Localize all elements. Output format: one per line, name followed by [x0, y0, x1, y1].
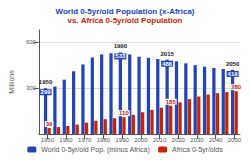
svg-text:280: 280	[231, 84, 242, 90]
svg-text:1960: 1960	[59, 137, 73, 143]
svg-text:Millions: Millions	[8, 70, 15, 94]
svg-text:185: 185	[166, 99, 177, 105]
svg-text:299: 299	[41, 89, 52, 95]
svg-text:1980: 1980	[97, 137, 111, 143]
svg-text:39: 39	[46, 121, 53, 127]
svg-text:2040: 2040	[209, 137, 223, 143]
svg-text:1950: 1950	[39, 79, 53, 85]
svg-text:World 0-5yr/old Pop. (minus Af: World 0-5yr/old Pop. (minus Africa)	[41, 146, 149, 154]
svg-text:2000: 2000	[134, 137, 148, 143]
svg-text:2015: 2015	[160, 51, 174, 57]
svg-text:2050: 2050	[228, 137, 242, 143]
svg-text:Africa 0-5yr/olds: Africa 0-5yr/olds	[172, 146, 223, 154]
svg-text:110: 110	[119, 110, 129, 116]
svg-text:486: 486	[162, 61, 173, 67]
svg-text:2020: 2020	[172, 137, 186, 143]
svg-text:300: 300	[26, 85, 37, 91]
svg-text:600: 600	[26, 39, 37, 45]
svg-text:2050: 2050	[226, 61, 240, 67]
svg-text:vs. Africa 0-5yr/old Populatio: vs. Africa 0-5yr/old Population	[68, 16, 183, 25]
svg-text:1990: 1990	[115, 137, 129, 143]
svg-text:2030: 2030	[190, 137, 204, 143]
svg-text:World 0-5yr/old Population (x-: World 0-5yr/old Population (x-Africa)	[56, 7, 195, 16]
svg-text:419: 419	[228, 71, 239, 77]
svg-text:1990: 1990	[114, 43, 128, 49]
svg-text:1950: 1950	[41, 137, 55, 143]
svg-text:1970: 1970	[78, 137, 92, 143]
svg-text:2010: 2010	[153, 137, 167, 143]
svg-text:533: 533	[115, 53, 126, 59]
